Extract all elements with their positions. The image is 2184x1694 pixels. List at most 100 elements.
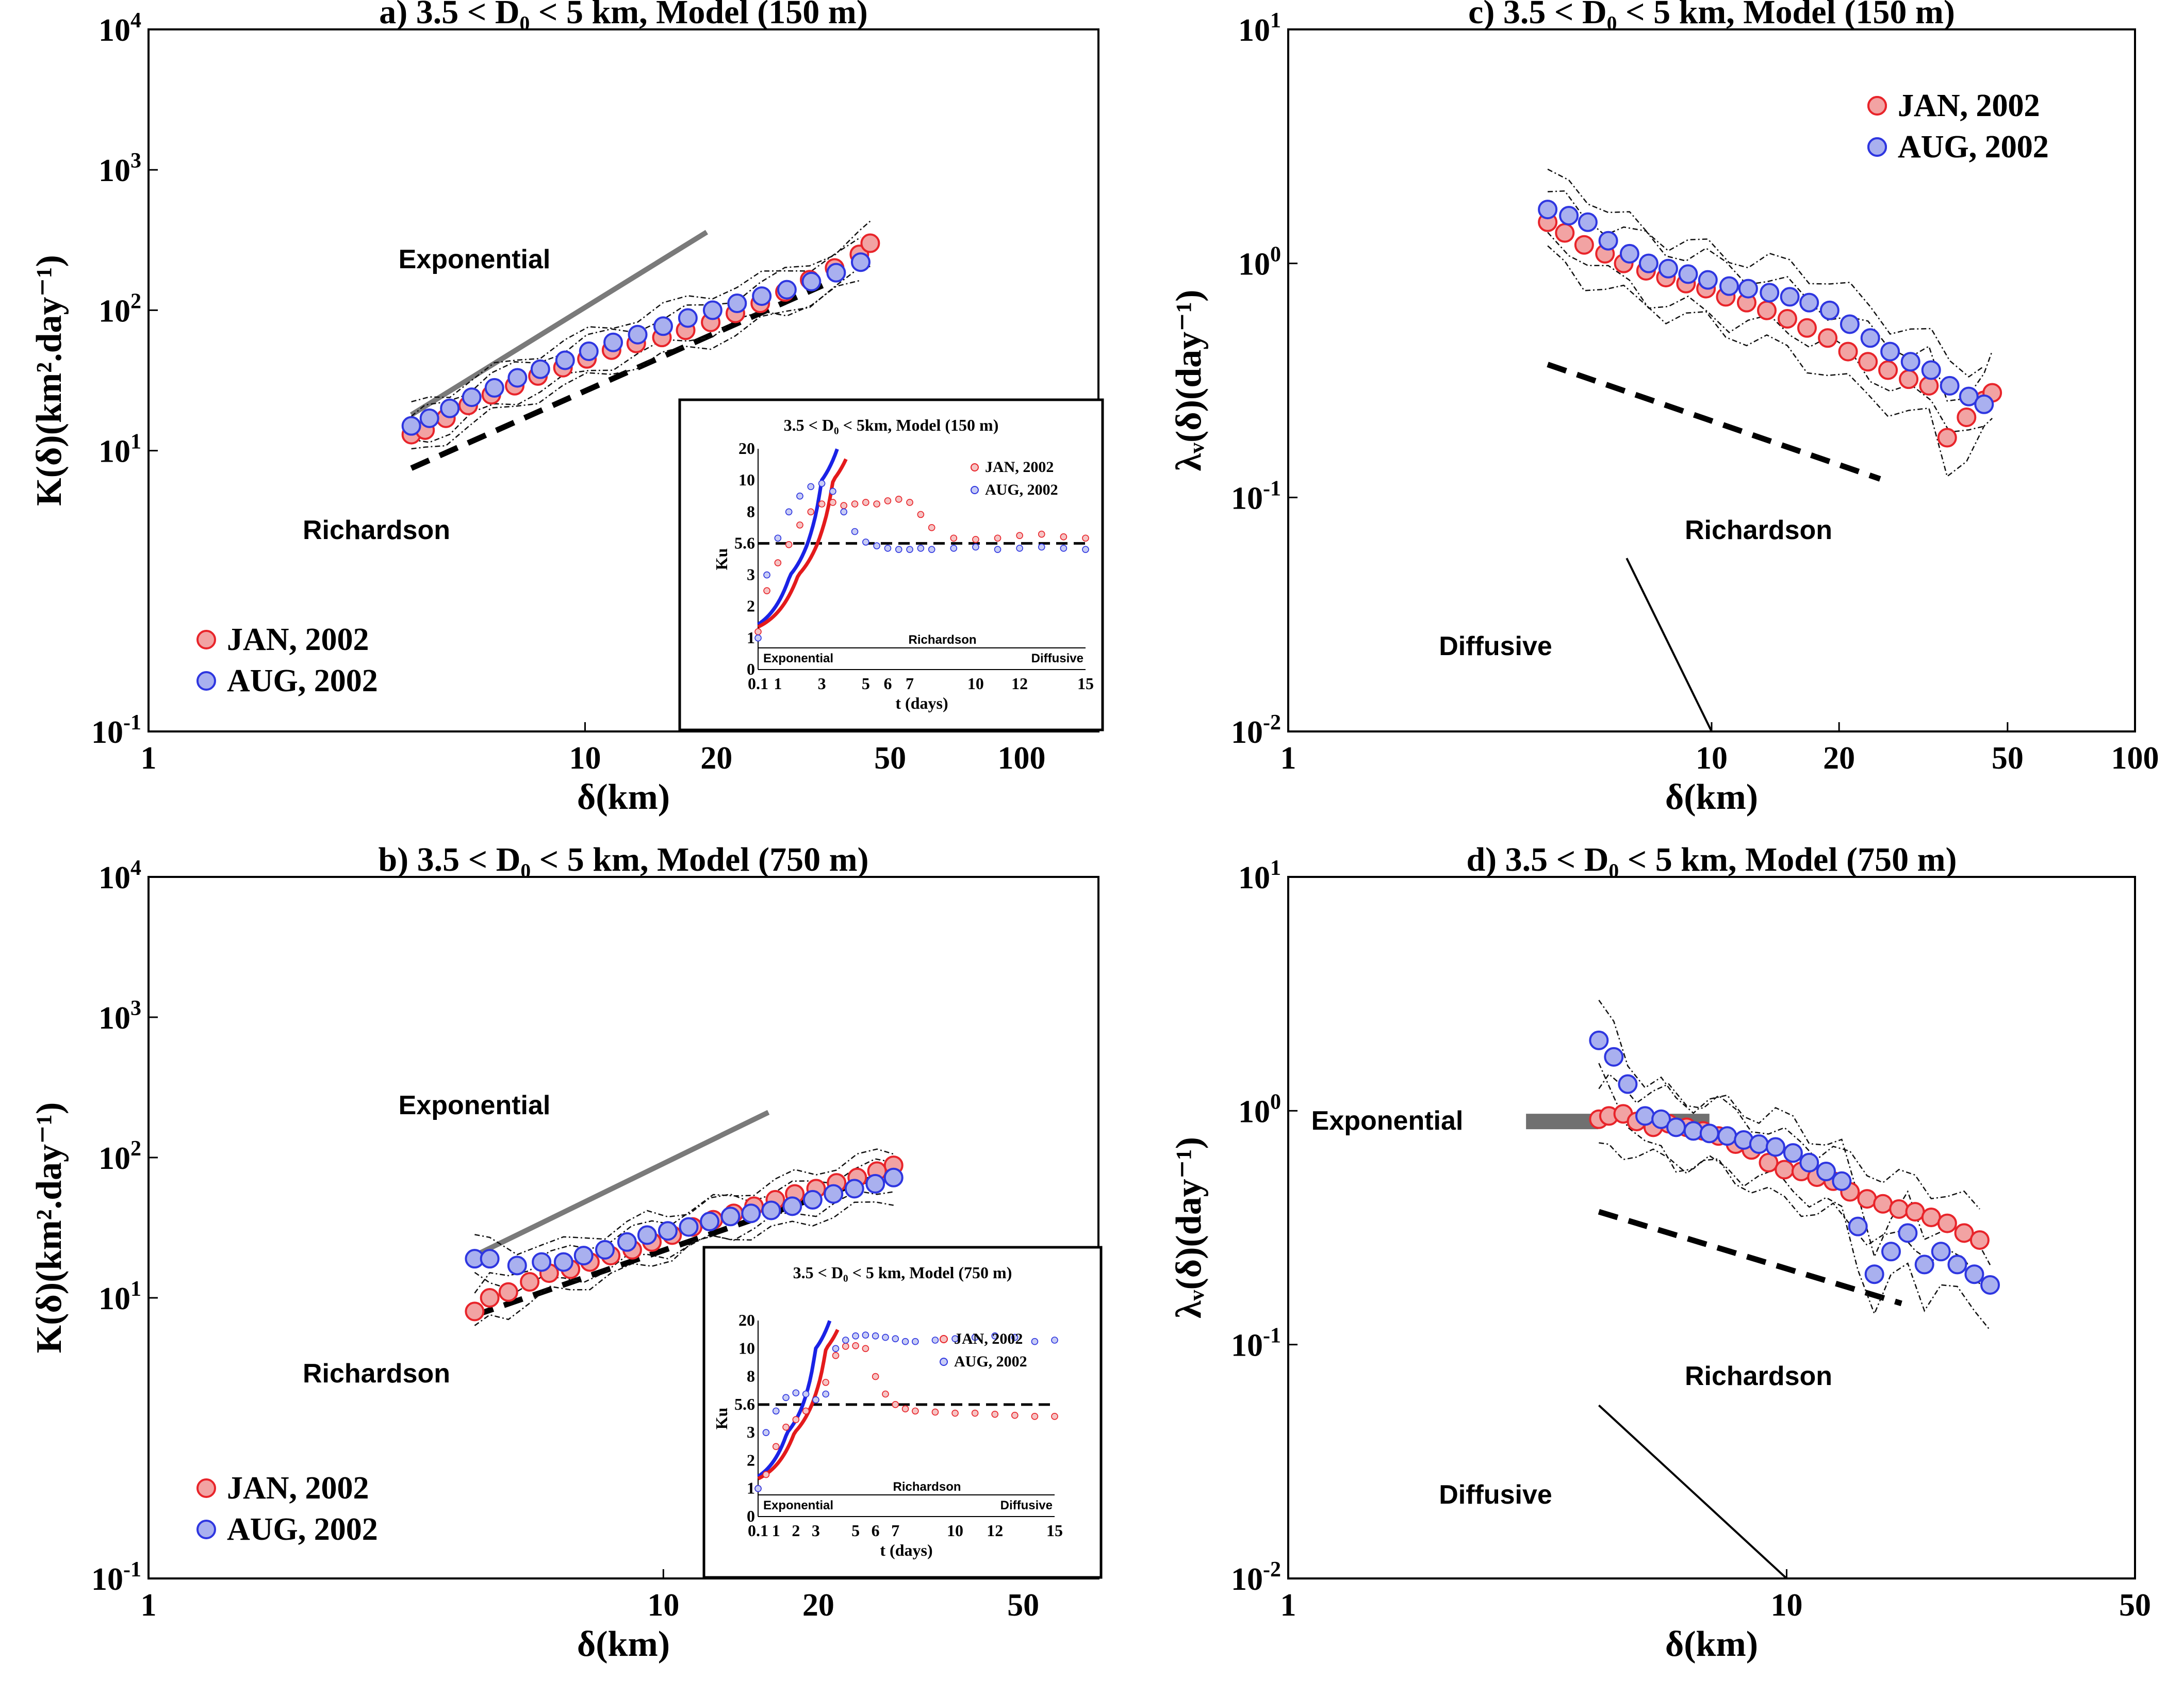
inset-data-point [754,634,762,642]
data-point [1940,376,1960,396]
inset-data-point [882,1390,889,1398]
data-point [530,359,550,379]
plot-frame [1287,28,2136,732]
data-point [1635,1106,1655,1126]
panel-title: b) 3.5 < D₀ < 5 km, Model (750 m) [378,841,868,878]
y-tick-label: 103 [98,997,141,1036]
reference-line-diffusive [1625,558,1713,732]
inset-data-point [796,492,803,500]
spread-envelope [1598,1000,1991,1265]
inset-data-point [872,1373,879,1380]
x-tick-label: 10 [569,741,601,776]
inset-data-point [807,508,815,516]
data-point [801,271,822,291]
x-tick-label: 50 [1992,741,2024,776]
inset-data-point [829,499,836,506]
inset-title: 3.5 < D₀ < 5km, Model (150 m) [784,416,999,434]
inset-data-point [872,1332,879,1340]
x-tick-label: 10 [647,1588,679,1623]
data-point [679,1217,699,1237]
inset-y-tick-label: 1 [747,628,755,647]
inset-exponential-curve [757,1329,840,1480]
data-point [595,1240,615,1260]
y-tick-label: 10-1 [1231,477,1281,516]
panel-title: d) 3.5 < D₀ < 5 km, Model (750 m) [1466,841,1957,878]
inset-x-tick-label: 5 [851,1521,860,1540]
inset-data-point [802,1407,810,1415]
data-point [1848,1216,1868,1236]
inset-data-point [928,546,935,553]
inset-y-tick-label: 2 [747,597,755,615]
inset-data-point [774,534,782,542]
data-point [1937,428,1957,448]
data-point [741,1203,761,1224]
data-point [1717,1126,1737,1146]
inset-x-tick-label: 15 [1046,1521,1063,1540]
inset-data-point [754,1485,762,1492]
data-point [555,350,575,370]
data-point [480,1288,500,1308]
inset-data-point [1038,543,1045,551]
data-point [1757,300,1777,320]
y-tick-label: 102 [98,289,141,329]
x-tick-label: 20 [1823,741,1855,776]
data-point [1858,352,1878,372]
inset-data-point [851,500,859,508]
inset-data-point [994,546,1001,553]
inset-y-tick-label: 20 [738,439,755,458]
inset-data-point [1031,1338,1039,1345]
inset-data-point [829,487,836,495]
x-tick-label: 1 [141,741,157,776]
inset-data-point [951,1409,959,1417]
legend-entry: JAN, 2002 [227,622,369,657]
data-point [1578,212,1598,232]
inset-x-tick-label: 1 [772,1521,780,1540]
inset-data-point [1011,1411,1019,1419]
inset-data-point [832,1352,840,1359]
inset-data-point [972,543,979,551]
reference-line-exponential [409,230,709,417]
data-point [1905,1202,1925,1222]
data-point [1838,341,1858,362]
data-point [1980,1275,2000,1295]
data-point [1777,308,1797,329]
inset-y-tick-label: 5.6 [734,533,755,552]
data-point [1974,394,1994,414]
inset-title: 3.5 < D₀ < 5 km, Model (750 m) [793,1263,1012,1282]
inset-data-point [1011,1333,1019,1341]
y-tick-label: 101 [1238,856,1281,895]
inset-data-point [950,534,958,542]
inset-x-tick-label: 0.1 [748,1521,768,1540]
data-point [700,1212,720,1232]
inset-data-point [763,587,770,594]
inset-data-point [1038,530,1045,538]
data-point [1947,1255,1967,1275]
data-point [727,294,747,314]
y-tick-label: 101 [98,430,141,469]
data-point [1598,231,1618,251]
data-point [1683,1121,1703,1141]
data-point [553,1252,573,1272]
data-point [1964,1264,1984,1284]
inset-data-point [792,1416,800,1423]
x-axis-label: δ(km) [1665,777,1758,817]
regime-label-exponential: Exponential [1311,1106,1464,1136]
legend-marker [196,630,216,649]
inset-legend-marker [971,463,979,471]
data-point [1899,369,1919,389]
inset-regime-exponential: Exponential [763,651,833,665]
regime-label-richardson: Richardson [1685,515,1832,545]
data-point [1783,1143,1803,1163]
inset-data-point [862,539,869,546]
data-point [1880,341,1900,362]
panel-b: b) 3.5 < D₀ < 5 km, Model (750 m)1 10 20 50… [29,841,1103,1664]
inset-data-point [901,1405,909,1413]
data-point [1954,1223,1974,1243]
inset-y-tick-label: 10 [738,470,755,489]
inset-data-point [762,1471,770,1478]
inset-x-tick-label: 2 [792,1521,800,1540]
x-tick-label: 1 [1280,1588,1296,1623]
legend-marker [196,1520,216,1539]
inset-x-tick-label: 12 [1011,674,1028,693]
